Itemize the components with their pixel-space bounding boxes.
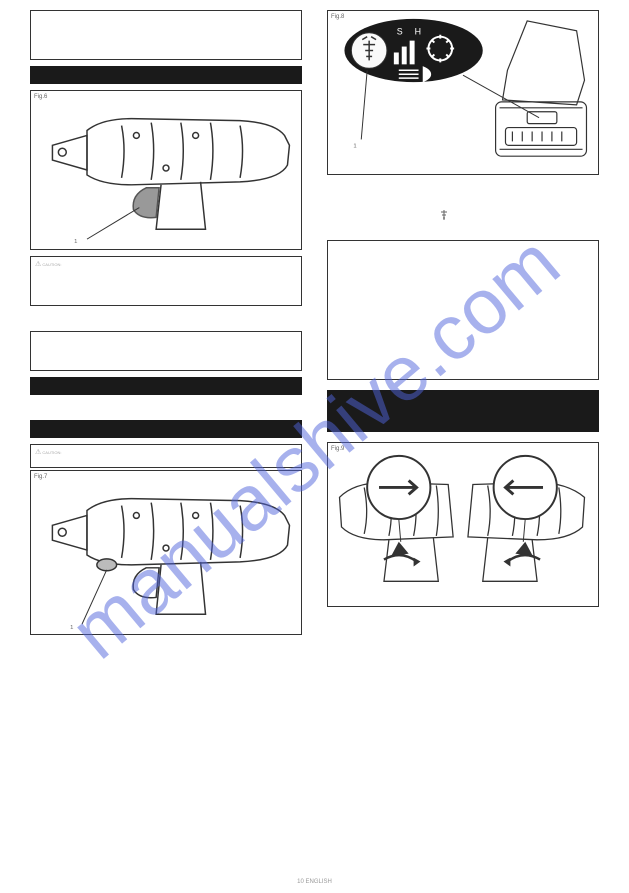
display-panel-illustration: S H bbox=[328, 11, 598, 174]
figure-label-3: Fig.8 bbox=[331, 14, 344, 20]
direction-switch-illustration bbox=[328, 443, 598, 606]
svg-text:1: 1 bbox=[74, 239, 77, 245]
drill-light-illustration: 1 bbox=[31, 471, 301, 634]
caution-label-1: CAUTION: bbox=[42, 262, 61, 267]
section-header-bar-2 bbox=[30, 377, 302, 395]
text-box-2 bbox=[30, 331, 302, 371]
warning-icon-2: ⚠ bbox=[35, 449, 41, 457]
section-header-bar-4 bbox=[327, 390, 599, 432]
figure-label-1: Fig.6 bbox=[34, 94, 47, 100]
figure-direction-switch: Fig.9 bbox=[327, 442, 599, 607]
mode-s-label: S bbox=[397, 27, 403, 37]
figure-light: 1 Fig.7 bbox=[30, 470, 302, 635]
placeholder-text bbox=[31, 11, 301, 19]
caution-box-1: ⚠ CAUTION: bbox=[30, 256, 302, 306]
warning-icon: ⚠ bbox=[35, 261, 41, 269]
mode-h-label: H bbox=[415, 27, 421, 37]
drill-trigger-illustration: 1 bbox=[31, 91, 301, 249]
page-container: 1 Fig.6 ⚠ CAUTION: ⚠ CAUTION: bbox=[0, 0, 629, 645]
figure-label-4: Fig.9 bbox=[331, 446, 344, 452]
caution-label-2: CAUTION: bbox=[42, 450, 61, 455]
caution-box-2: ⚠ CAUTION: bbox=[30, 444, 302, 468]
right-column: S H bbox=[327, 10, 599, 635]
svg-text:1: 1 bbox=[70, 625, 73, 631]
figure-trigger: 1 Fig.6 bbox=[30, 90, 302, 250]
text-box-3 bbox=[327, 240, 599, 380]
screw-mini-icon bbox=[437, 208, 451, 222]
section-header-bar-3 bbox=[30, 420, 302, 438]
spacer-with-icon bbox=[327, 200, 599, 240]
svg-text:1: 1 bbox=[353, 143, 356, 149]
left-column: 1 Fig.6 ⚠ CAUTION: ⚠ CAUTION: bbox=[30, 10, 302, 635]
section-header-bar-1 bbox=[30, 66, 302, 84]
page-footer: 10 ENGLISH bbox=[0, 879, 629, 885]
figure-display-panel: S H bbox=[327, 10, 599, 175]
text-box-1 bbox=[30, 10, 302, 60]
figure-label-2: Fig.7 bbox=[34, 474, 47, 480]
